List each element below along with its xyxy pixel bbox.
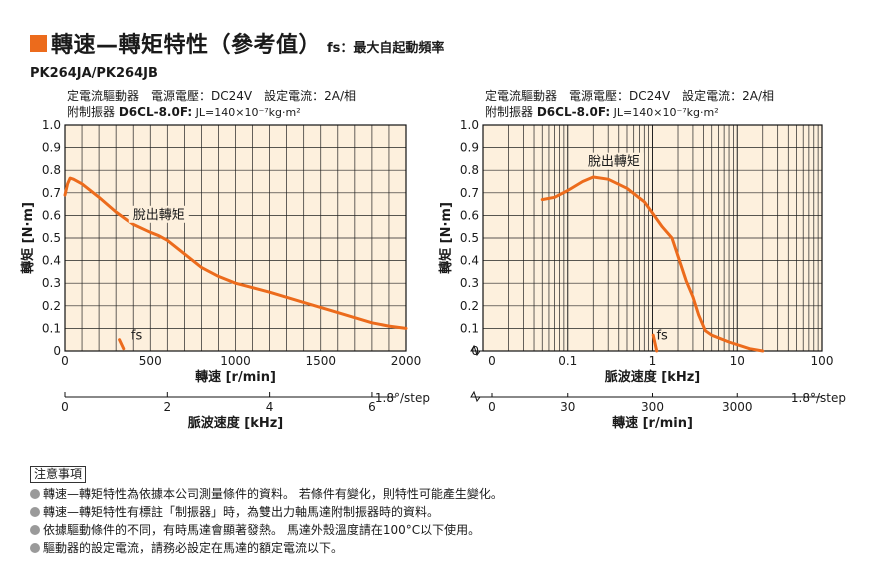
label-background [128,205,189,223]
note-text: 驅動器的設定電流，請務必設定在馬達的額定電流以下。 [43,541,344,555]
x-tick-label: 1000 [220,354,251,368]
secondary-tick-label: 2 [163,400,171,414]
y-tick-label: 0.6 [42,208,61,222]
x-tick-label: 0 [61,354,69,368]
fs-definition: fs：最大自起動頻率 [327,40,445,56]
x-tick-label: 1500 [305,354,336,368]
secondary-tick-label: 30 [560,400,575,414]
y-tick-label: 0.7 [42,186,61,200]
title-square-icon [30,34,47,52]
x-tick-label: 500 [139,354,162,368]
y-tick-label: 0.9 [42,141,61,155]
y-tick-label: 0.5 [460,231,479,245]
secondary-axis-line [470,390,822,403]
y-tick-label: 0.8 [42,163,61,177]
damper-condition-text: 附制振器 D6CL-8.0F: JL=140×10⁻⁷kg·m² [485,105,719,119]
y-tick-label: 1.0 [460,118,479,132]
x-axis-label: 脈波速度 [kHz] [605,369,701,385]
secondary-axis-label: 轉速 [r/min] [612,415,693,431]
y-tick-label: 0.7 [460,186,479,200]
y-axis-label: 轉矩 [N·m] [438,202,454,274]
y-tick-label: 0.3 [42,276,61,290]
x-tick-label: 10 [730,354,745,368]
y-tick-label: 0.3 [460,276,479,290]
secondary-tick-label: 0 [488,400,496,414]
secondary-tick-label: 300 [641,400,664,414]
drive-condition-text: 定電流驅動器 電源電壓：DC24V 設定電流：2A/相 [67,88,356,103]
x-axis-label: 轉速 [r/min] [195,369,276,385]
label-background [583,152,644,170]
fs-label: fs [131,329,143,344]
plot-frame [482,124,823,352]
note-text: 轉速—轉矩特性為依據本公司測量條件的資料。 若條件有變化，則特性可能產生變化。 [43,487,503,501]
secondary-tick-label: 4 [266,400,274,414]
note-item: 驅動器的設定電流，請務必設定在馬達的額定電流以下。 [30,539,860,557]
x-tick-label: 1 [649,354,657,368]
y-tick-label: 0.6 [460,208,479,222]
note-text: 依據驅動條件的不同，有時馬達會顯著發熱。 馬達外殼溫度請在100°C以下使用。 [43,523,481,537]
pullout-torque-curve [63,176,408,330]
y-tick-label: 0.4 [460,254,479,268]
note-item: 轉速—轉矩特性有標註「制振器」時，為雙出力軸馬達附制振器時的資料。 [30,503,860,521]
page-title-row: 轉速—轉矩特性（參考值） fs：最大自起動頻率 [30,28,444,58]
y-tick-label: 0.2 [460,299,479,313]
note-item: 轉速—轉矩特性為依據本公司測量條件的資料。 若條件有變化，則特性可能產生變化。 [30,485,860,503]
notes-header: 注意事項 [30,466,87,483]
step-angle-label: 1.8°/step [375,391,430,405]
axis-break-mark [470,344,484,357]
pullout-torque-label: 脫出轉矩 [133,208,185,223]
x-tick-label: 0.1 [558,354,577,368]
pullout-torque-label: 脫出轉矩 [588,155,640,170]
note-item: 依據驅動條件的不同，有時馬達會顯著發熱。 馬達外殼溫度請在100°C以下使用。 [30,521,860,539]
y-tick-label: 0 [53,344,61,358]
drive-condition-text: 定電流驅動器 電源電壓：DC24V 設定電流：2A/相 [485,88,774,103]
model-number: PK264JA/PK264JB [30,66,158,81]
step-angle-label: 1.8°/step [791,391,846,405]
fs-label: fs [656,329,668,344]
pullout-torque-curve [540,175,765,353]
y-tick-label: 0.2 [42,299,61,313]
secondary-tick-label: 0 [61,400,69,414]
fs-curve [651,333,659,353]
bullet-icon [30,507,40,517]
y-tick-label: 0.5 [42,231,61,245]
y-tick-label: 0.4 [42,254,61,268]
bullet-icon [30,525,40,535]
plot-frame [64,124,407,352]
y-tick-label: 1.0 [42,118,61,132]
y-tick-label: 0.1 [42,321,61,335]
note-text: 轉速—轉矩特性有標註「制振器」時，為雙出力軸馬達附制振器時的資料。 [43,505,440,519]
y-tick-label: 0.1 [460,321,479,335]
x-tick-label: 2000 [391,354,422,368]
y-axis-label: 轉矩 [N·m] [20,202,36,274]
fs-curve [118,338,126,351]
secondary-tick-label: 3000 [722,400,753,414]
secondary-axis-label: 脈波速度 [kHz] [188,415,284,431]
bullet-icon [30,489,40,499]
notes-section: 注意事項 轉速—轉矩特性為依據本公司測量條件的資料。 若條件有變化，則特性可能產… [30,465,860,557]
damper-condition-text: 附制振器 D6CL-8.0F: JL=140×10⁻⁷kg·m² [67,105,301,119]
y-tick-label: 0.9 [460,141,479,155]
x-tick-label: 100 [811,354,834,368]
page-title: 轉速—轉矩特性（參考值） [51,33,322,58]
y-tick-label: 0.8 [460,163,479,177]
bullet-icon [30,543,40,553]
x-zero-label: 0 [488,354,496,368]
secondary-tick-label: 6 [368,400,376,414]
